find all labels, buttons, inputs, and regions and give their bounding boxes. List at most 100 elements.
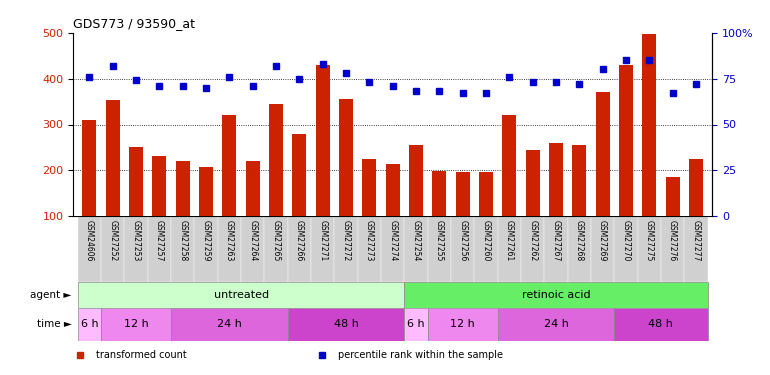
Bar — [148, 216, 171, 282]
Bar — [101, 216, 125, 282]
Bar — [381, 216, 404, 282]
Text: GSM27264: GSM27264 — [248, 220, 257, 261]
Bar — [218, 216, 241, 282]
Bar — [596, 92, 610, 216]
Text: GSM27252: GSM27252 — [109, 220, 117, 261]
Bar — [497, 216, 521, 282]
Text: percentile rank within the sample: percentile rank within the sample — [338, 350, 504, 360]
Bar — [339, 99, 353, 216]
Bar — [427, 308, 497, 341]
Text: GSM27262: GSM27262 — [528, 220, 537, 261]
Bar — [176, 161, 189, 216]
Text: agent ►: agent ► — [30, 290, 72, 300]
Bar — [78, 216, 101, 282]
Bar — [642, 34, 656, 216]
Text: GSM27273: GSM27273 — [365, 220, 374, 261]
Bar — [665, 177, 680, 216]
Text: GSM27257: GSM27257 — [155, 220, 164, 261]
Text: untreated: untreated — [213, 290, 269, 300]
Text: GSM27254: GSM27254 — [411, 220, 420, 261]
Text: GSM27267: GSM27267 — [551, 220, 561, 261]
Text: 24 h: 24 h — [217, 320, 242, 329]
Text: GSM27271: GSM27271 — [318, 220, 327, 261]
Text: time ►: time ► — [37, 320, 72, 329]
Bar — [661, 216, 685, 282]
Text: GDS773 / 93590_at: GDS773 / 93590_at — [73, 17, 195, 30]
Bar — [269, 104, 283, 216]
Bar — [409, 145, 423, 216]
Bar — [614, 216, 638, 282]
Bar — [101, 308, 171, 341]
Bar — [497, 308, 614, 341]
Bar — [404, 308, 427, 341]
Bar — [689, 159, 703, 216]
Bar — [427, 216, 451, 282]
Bar — [685, 216, 708, 282]
Bar — [152, 156, 166, 216]
Bar — [264, 216, 288, 282]
Bar — [451, 216, 474, 282]
Text: GSM27255: GSM27255 — [435, 220, 444, 261]
Bar — [195, 216, 218, 282]
Bar — [78, 308, 101, 341]
Bar — [521, 216, 544, 282]
Text: GSM27272: GSM27272 — [342, 220, 350, 261]
Text: GSM27259: GSM27259 — [202, 220, 211, 261]
Bar — [404, 282, 708, 308]
Text: 12 h: 12 h — [450, 320, 475, 329]
Text: GSM27270: GSM27270 — [621, 220, 631, 261]
Bar — [614, 308, 708, 341]
Bar — [502, 116, 517, 216]
Text: GSM27260: GSM27260 — [481, 220, 490, 261]
Text: GSM27256: GSM27256 — [458, 220, 467, 261]
Text: GSM27277: GSM27277 — [691, 220, 701, 261]
Bar — [316, 65, 330, 216]
Bar — [223, 116, 236, 216]
Text: GSM27265: GSM27265 — [272, 220, 280, 261]
Text: GSM27275: GSM27275 — [644, 220, 654, 261]
Bar — [544, 216, 567, 282]
Bar — [386, 164, 400, 216]
Text: 48 h: 48 h — [648, 320, 674, 329]
Bar — [288, 308, 404, 341]
Bar — [171, 216, 195, 282]
Bar — [567, 216, 591, 282]
Bar — [311, 216, 334, 282]
Bar — [432, 171, 447, 216]
Bar — [125, 216, 148, 282]
Text: GSM24606: GSM24606 — [85, 220, 94, 261]
Text: GSM27274: GSM27274 — [388, 220, 397, 261]
Bar — [549, 143, 563, 216]
Bar — [241, 216, 264, 282]
Text: GSM27268: GSM27268 — [574, 220, 584, 261]
Bar — [572, 145, 586, 216]
Bar — [638, 216, 661, 282]
Text: transformed count: transformed count — [95, 350, 186, 360]
Text: GSM27276: GSM27276 — [668, 220, 677, 261]
Bar — [78, 282, 404, 308]
Bar — [199, 167, 213, 216]
Bar — [479, 172, 493, 216]
Text: GSM27258: GSM27258 — [179, 220, 187, 261]
Bar — [474, 216, 497, 282]
Bar — [246, 161, 259, 216]
Text: retinoic acid: retinoic acid — [521, 290, 591, 300]
Bar — [171, 308, 288, 341]
Bar — [363, 159, 377, 216]
Text: GSM27261: GSM27261 — [505, 220, 514, 261]
Bar — [456, 172, 470, 216]
Bar — [591, 216, 614, 282]
Text: 6 h: 6 h — [81, 320, 99, 329]
Text: 12 h: 12 h — [124, 320, 149, 329]
Bar — [293, 134, 306, 216]
Text: GSM27263: GSM27263 — [225, 220, 234, 261]
Bar — [526, 150, 540, 216]
Bar — [129, 147, 143, 216]
Text: GSM27266: GSM27266 — [295, 220, 304, 261]
Text: 48 h: 48 h — [333, 320, 359, 329]
Bar — [82, 120, 96, 216]
Text: 6 h: 6 h — [407, 320, 425, 329]
Bar — [105, 100, 120, 216]
Bar — [619, 65, 633, 216]
Text: GSM27253: GSM27253 — [132, 220, 141, 261]
